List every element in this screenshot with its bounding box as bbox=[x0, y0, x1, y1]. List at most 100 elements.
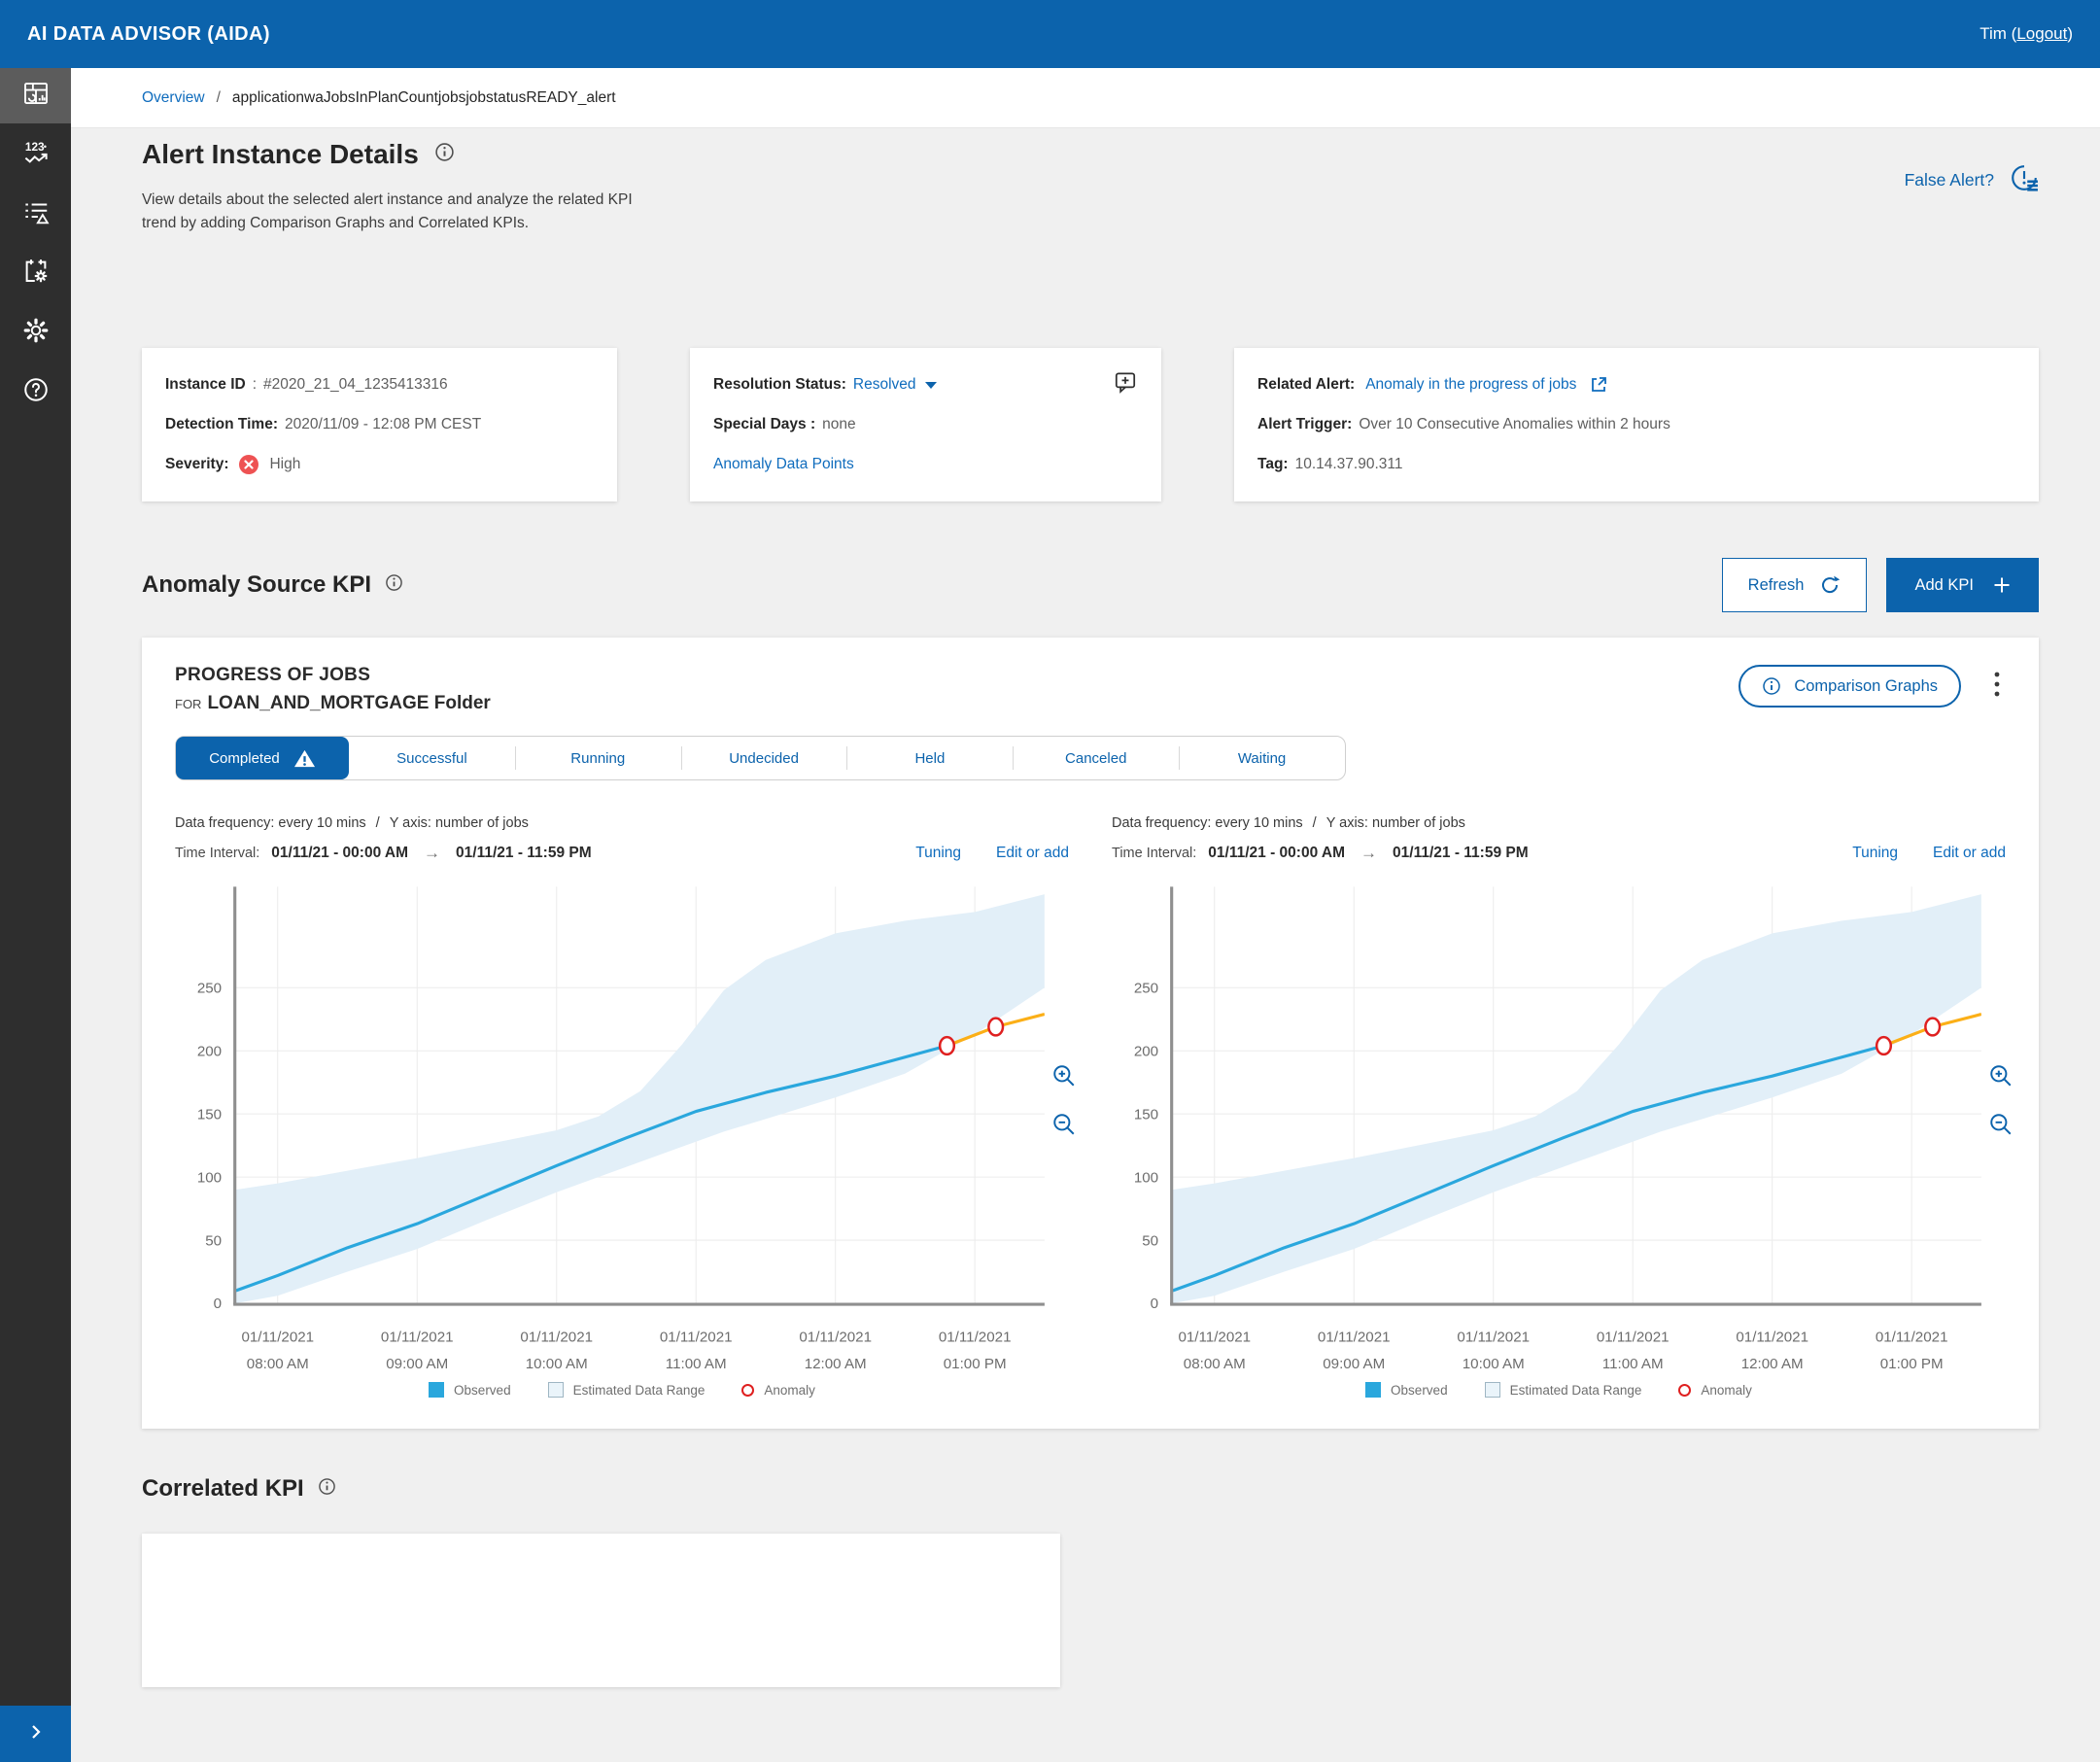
svg-text:10:00 AM: 10:00 AM bbox=[1463, 1356, 1525, 1372]
related-alert-card: Related Alert: Anomaly in the progress o… bbox=[1234, 348, 2039, 501]
plus-icon bbox=[1993, 576, 2011, 594]
chart-meta: Data frequency: every 10 mins / Y axis: … bbox=[1112, 815, 1465, 831]
severity-value: High bbox=[269, 456, 301, 472]
zoom-out-icon[interactable] bbox=[1988, 1112, 2014, 1137]
detection-time-value: 2020/11/09 - 12:08 PM CEST bbox=[285, 416, 482, 432]
svg-text:123: 123 bbox=[24, 140, 44, 154]
special-days-value: none bbox=[822, 416, 856, 432]
svg-text:08:00 AM: 08:00 AM bbox=[247, 1356, 309, 1372]
svg-text:11:00 AM: 11:00 AM bbox=[1602, 1356, 1664, 1372]
tab-completed[interactable]: Completed bbox=[176, 737, 349, 779]
false-alert-icon[interactable] bbox=[2010, 163, 2039, 197]
kpi-title: PROGRESS OF JOBS bbox=[175, 665, 371, 685]
sidebar-item-dashboard[interactable] bbox=[0, 68, 71, 123]
anomaly-data-points-link[interactable]: Anomaly Data Points bbox=[713, 456, 854, 472]
time-interval-label: Time Interval: bbox=[1112, 846, 1197, 861]
tag-value: 10.14.37.90.311 bbox=[1294, 456, 1403, 472]
tab-undecided[interactable]: Undecided bbox=[680, 737, 847, 779]
tab-canceled[interactable]: Canceled bbox=[1013, 737, 1179, 779]
refresh-button[interactable]: Refresh bbox=[1721, 558, 1868, 612]
kebab-menu-icon[interactable] bbox=[1988, 668, 2006, 706]
svg-text:08:00 AM: 08:00 AM bbox=[1184, 1356, 1246, 1372]
breadcrumb-current: applicationwaJobsInPlanCountjobsjobstatu… bbox=[231, 88, 616, 106]
add-kpi-button[interactable]: Add KPI bbox=[1886, 558, 2039, 612]
sidebar: 123 bbox=[0, 68, 71, 1762]
tab-held[interactable]: Held bbox=[846, 737, 1013, 779]
svg-text:01/11/2021: 01/11/2021 bbox=[1178, 1330, 1251, 1346]
svg-text:01/11/2021: 01/11/2021 bbox=[660, 1330, 733, 1346]
svg-text:250: 250 bbox=[197, 981, 222, 997]
user-name: Tim ( bbox=[1980, 24, 2017, 43]
gear-icon bbox=[21, 316, 51, 350]
resolution-status-dropdown[interactable]: Resolved bbox=[853, 376, 937, 394]
svg-text:0: 0 bbox=[214, 1296, 222, 1312]
tuning-link[interactable]: Tuning bbox=[915, 845, 962, 861]
observed-swatch bbox=[1365, 1382, 1382, 1399]
arrow-right-icon: → bbox=[424, 844, 441, 862]
severity-high-icon bbox=[238, 454, 259, 475]
tab-successful[interactable]: Successful bbox=[396, 749, 467, 767]
tab-running[interactable]: Running bbox=[514, 737, 681, 779]
kpi-line-chart: 0 50 100 150 200 250 01/11/2021 08:00 AM 01/11/2… bbox=[1134, 886, 1981, 1372]
tab-waiting[interactable]: Waiting bbox=[1179, 737, 1345, 779]
info-icon[interactable] bbox=[318, 1475, 336, 1503]
instance-id-value: #2020_21_04_1235413316 bbox=[263, 376, 448, 393]
svg-text:01/11/2021: 01/11/2021 bbox=[1597, 1330, 1670, 1346]
svg-text:150: 150 bbox=[197, 1106, 222, 1123]
tuning-link[interactable]: Tuning bbox=[1852, 845, 1899, 861]
breadcrumb-overview-link[interactable]: Overview bbox=[142, 88, 205, 106]
anomaly-swatch bbox=[1678, 1383, 1692, 1397]
refresh-icon bbox=[1819, 574, 1841, 596]
alert-trigger-label: Alert Trigger: bbox=[1257, 416, 1353, 432]
svg-text:11:00 AM: 11:00 AM bbox=[666, 1356, 727, 1372]
sidebar-item-help[interactable] bbox=[0, 364, 71, 420]
kpi-chart-panel-right: Data frequency: every 10 mins / Y axis: … bbox=[1112, 815, 2012, 1399]
add-comment-icon[interactable] bbox=[1113, 369, 1138, 399]
svg-text:09:00 AM: 09:00 AM bbox=[1323, 1356, 1385, 1372]
svg-text:01/11/2021: 01/11/2021 bbox=[381, 1330, 454, 1346]
chevron-right-icon bbox=[24, 1720, 48, 1748]
kpi-status-tabs: Completed Successful Running Undecided H… bbox=[175, 736, 1346, 780]
related-alert-link[interactable]: Anomaly in the progress of jobs bbox=[1365, 376, 1577, 393]
sidebar-expand-button[interactable] bbox=[0, 1706, 71, 1762]
help-icon bbox=[21, 375, 51, 409]
svg-text:01/11/2021: 01/11/2021 bbox=[520, 1330, 593, 1346]
kpi-card: PROGRESS OF JOBS FOR LOAN_AND_MORTGAGE Fo… bbox=[142, 638, 2039, 1430]
svg-text:12:00 AM: 12:00 AM bbox=[1741, 1356, 1804, 1372]
svg-text:100: 100 bbox=[197, 1169, 222, 1186]
svg-text:01:00 PM: 01:00 PM bbox=[1880, 1356, 1944, 1372]
edit-or-add-link[interactable]: Edit or add bbox=[996, 845, 1069, 861]
svg-text:12:00 AM: 12:00 AM bbox=[805, 1356, 867, 1372]
estimated-range-swatch bbox=[1484, 1382, 1500, 1399]
false-alert-link[interactable]: False Alert? bbox=[1904, 170, 1994, 190]
app-title: AI DATA ADVISOR (AIDA) bbox=[27, 22, 270, 45]
time-to: 01/11/21 - 11:59 PM bbox=[1393, 845, 1529, 861]
chart-meta: Data frequency: every 10 mins / Y axis: … bbox=[175, 815, 529, 831]
info-icon[interactable] bbox=[385, 571, 403, 599]
svg-text:200: 200 bbox=[197, 1043, 222, 1059]
kpi-chart-panel-left: Data frequency: every 10 mins / Y axis: … bbox=[175, 815, 1075, 1399]
zoom-out-icon[interactable] bbox=[1051, 1112, 1077, 1137]
time-to: 01/11/21 - 11:59 PM bbox=[456, 845, 592, 861]
logout-link[interactable]: Logout bbox=[2016, 24, 2068, 43]
zoom-in-icon[interactable] bbox=[1988, 1063, 2014, 1088]
sidebar-item-settings[interactable] bbox=[0, 305, 71, 361]
anomaly-swatch bbox=[741, 1383, 755, 1397]
sidebar-item-alerts[interactable] bbox=[0, 187, 71, 242]
svg-text:01/11/2021: 01/11/2021 bbox=[1457, 1330, 1530, 1346]
svg-text:01:00 PM: 01:00 PM bbox=[944, 1356, 1007, 1372]
svg-text:10:00 AM: 10:00 AM bbox=[526, 1356, 588, 1372]
edit-or-add-link[interactable]: Edit or add bbox=[1933, 845, 2006, 861]
info-icon[interactable] bbox=[434, 142, 455, 167]
sidebar-item-planned-events[interactable] bbox=[0, 246, 71, 301]
svg-text:200: 200 bbox=[1134, 1043, 1158, 1059]
svg-text:150: 150 bbox=[1134, 1106, 1158, 1123]
sidebar-item-kpis[interactable]: 123 bbox=[0, 127, 71, 183]
comparison-graphs-button[interactable]: Comparison Graphs bbox=[1739, 665, 1961, 708]
kpi-line-chart: 0 50 100 150 200 250 01/11/2021 08:00 AM 01/11/2… bbox=[197, 886, 1045, 1372]
anomaly-source-kpi-title: Anomaly Source KPI bbox=[142, 571, 372, 598]
calendar-gear-icon bbox=[21, 257, 51, 291]
tag-label: Tag: bbox=[1257, 456, 1289, 472]
external-link-icon[interactable] bbox=[1589, 375, 1608, 395]
zoom-in-icon[interactable] bbox=[1051, 1063, 1077, 1088]
